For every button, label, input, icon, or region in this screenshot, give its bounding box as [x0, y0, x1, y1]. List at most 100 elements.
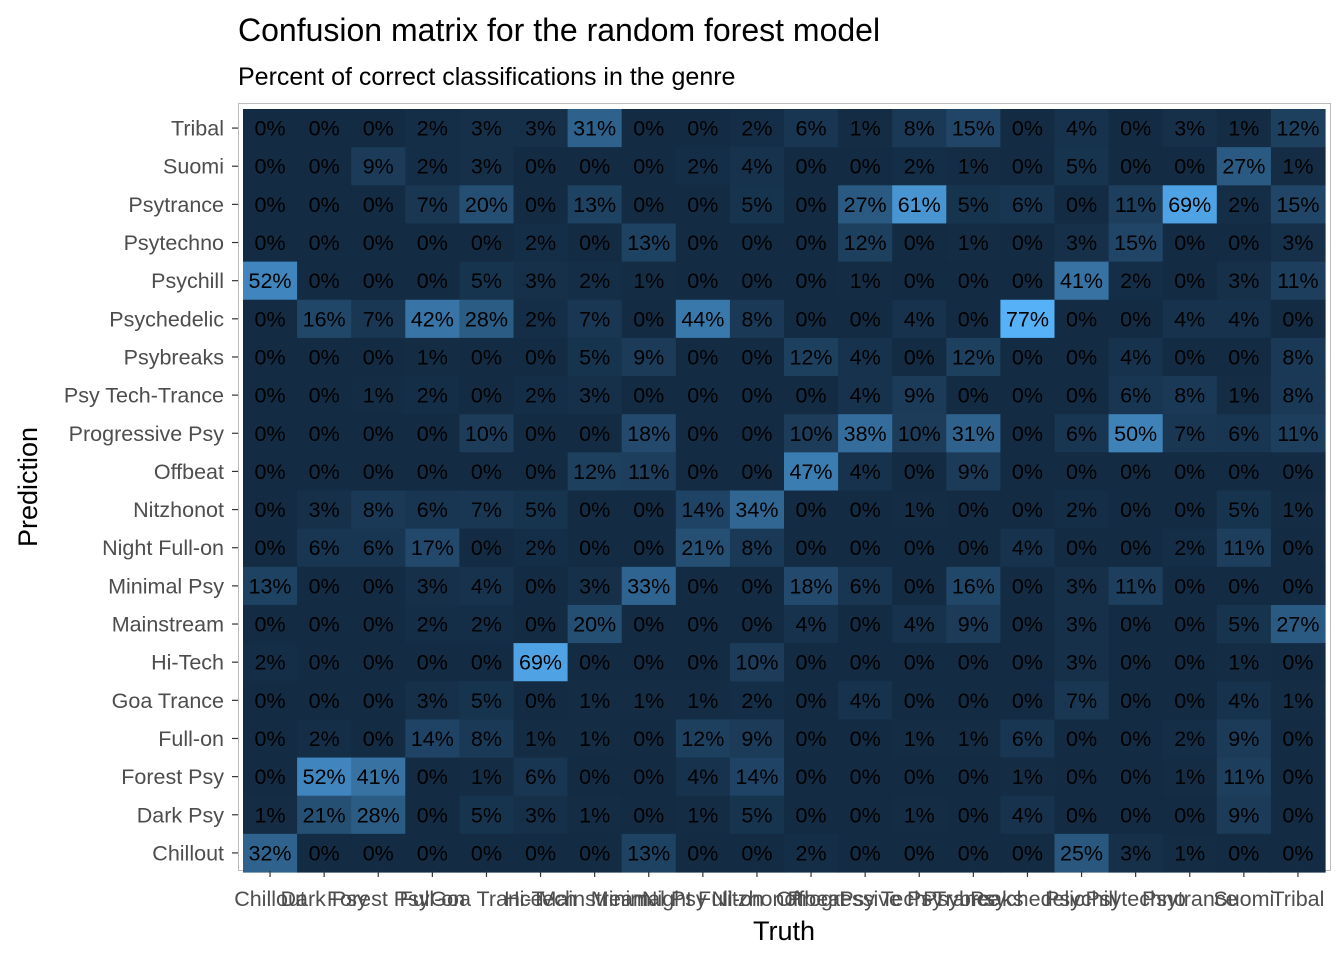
cell-value-label: 0%	[1120, 803, 1151, 827]
cell-value-label: 0%	[796, 727, 827, 751]
heatmap-cell	[784, 261, 839, 301]
cell-value-label: 0%	[1174, 613, 1205, 637]
cell-value-label: 4%	[1228, 307, 1259, 331]
heatmap-cell	[459, 681, 515, 720]
cell-value-label: 0%	[363, 422, 394, 446]
cell-value-label: 0%	[255, 727, 286, 751]
heatmap-cell	[1000, 757, 1056, 797]
heatmap-cell	[297, 833, 352, 873]
cell-value-label: 0%	[255, 307, 286, 331]
cell-value-label: 9%	[363, 155, 394, 179]
heatmap-cell	[1216, 604, 1272, 644]
heatmap-cell	[1162, 719, 1218, 759]
cell-value-label: 5%	[1228, 498, 1259, 522]
cell-value-label: 0%	[958, 803, 989, 827]
heatmap-cell	[675, 223, 731, 263]
heatmap-cell	[351, 452, 406, 492]
heatmap-cell	[1054, 604, 1110, 644]
heatmap-cell	[946, 337, 1001, 377]
cell-value-label: 9%	[1228, 803, 1259, 827]
x-tick-label: Mainstream	[538, 887, 650, 911]
cell-value-label: 13%	[249, 574, 292, 598]
cell-value-label: 0%	[796, 384, 827, 408]
cell-value-label: 1%	[417, 345, 448, 369]
heatmap-cell	[621, 223, 677, 263]
cell-value-label: 0%	[1066, 460, 1097, 484]
cell-value-label: 21%	[681, 536, 724, 560]
y-tick-label: Hi-Tech	[151, 651, 224, 675]
heatmap-cell	[513, 376, 569, 415]
cell-value-label: 0%	[687, 193, 718, 217]
cell-value-label: 0%	[417, 765, 448, 789]
cell-value-label: 0%	[958, 498, 989, 522]
cell-value-label: 0%	[741, 269, 772, 293]
cell-value-label: 47%	[790, 460, 833, 484]
heatmap-cell	[838, 833, 893, 873]
heatmap-cell	[946, 223, 1001, 263]
cell-value-label: 3%	[1120, 841, 1151, 865]
cell-value-label: 2%	[1174, 536, 1205, 560]
cell-value-label: 0%	[1066, 536, 1097, 560]
heatmap-cell	[1216, 795, 1272, 835]
cell-value-label: 0%	[1174, 345, 1205, 369]
y-axis-ticks: Tribal Suomi Psytrance Psytechno Psychill Psy…	[64, 117, 238, 865]
heatmap-cell	[567, 757, 623, 797]
heatmap-cell	[405, 337, 460, 377]
cell-value-label: 9%	[741, 727, 772, 751]
cell-value-label: 2%	[796, 841, 827, 865]
cell-value-label: 0%	[741, 422, 772, 446]
heatmap-cell	[621, 681, 677, 720]
cell-value-label: 0%	[255, 384, 286, 408]
cell-value-label: 0%	[579, 498, 610, 522]
heatmap-cell	[621, 337, 677, 377]
cell-value-label: 0%	[904, 689, 935, 713]
cell-value-label: 0%	[525, 841, 556, 865]
x-tick-label: Psychill	[1045, 887, 1118, 911]
heatmap-cell	[297, 147, 352, 186]
cell-value-label: 4%	[1012, 803, 1043, 827]
cell-value-label: 0%	[1120, 613, 1151, 637]
cell-value-label: 4%	[850, 384, 881, 408]
cell-value-label: 52%	[249, 269, 292, 293]
heatmap-cell	[892, 719, 947, 759]
cell-value-label: 2%	[417, 613, 448, 637]
cell-value-label: 10%	[790, 422, 833, 446]
heatmap-cell	[297, 223, 352, 263]
heatmap-cell	[1054, 147, 1110, 186]
cell-value-label: 4%	[850, 689, 881, 713]
cell-value-label: 41%	[357, 765, 400, 789]
heatmap-cell	[1162, 604, 1218, 644]
heatmap-cell	[459, 604, 515, 644]
heatmap-cell	[405, 109, 460, 148]
cell-value-label: 0%	[363, 269, 394, 293]
heatmap-cell	[405, 528, 460, 568]
cell-value-label: 0%	[1120, 155, 1151, 179]
cell-value-label: 0%	[687, 651, 718, 675]
cell-value-label: 0%	[904, 269, 935, 293]
cell-value-label: 27%	[1276, 613, 1319, 637]
heatmap-cell	[459, 376, 515, 415]
cell-value-label: 0%	[687, 384, 718, 408]
heatmap-cell	[1162, 223, 1218, 263]
cell-value-label: 0%	[1174, 574, 1205, 598]
cell-value-label: 2%	[579, 269, 610, 293]
heatmap-cell	[1162, 299, 1218, 339]
cell-value-label: 7%	[363, 307, 394, 331]
heatmap-cell	[1054, 223, 1110, 263]
cell-value-label: 0%	[255, 155, 286, 179]
cell-value-label: 9%	[1228, 727, 1259, 751]
cell-value-label: 5%	[471, 803, 502, 827]
cell-value-label: 1%	[958, 155, 989, 179]
cell-value-label: 0%	[525, 155, 556, 179]
x-tick-label: Progressive Psy	[787, 887, 943, 911]
cell-value-label: 8%	[1174, 384, 1205, 408]
heatmap-cell	[1162, 528, 1218, 568]
cell-value-label: 0%	[796, 498, 827, 522]
heatmap-cell	[1162, 185, 1218, 225]
heatmap-cell	[946, 147, 1001, 186]
cell-value-label: 0%	[309, 613, 340, 637]
cell-value-label: 0%	[633, 803, 664, 827]
cell-value-label: 12%	[573, 460, 616, 484]
heatmap-cells	[243, 109, 1326, 873]
